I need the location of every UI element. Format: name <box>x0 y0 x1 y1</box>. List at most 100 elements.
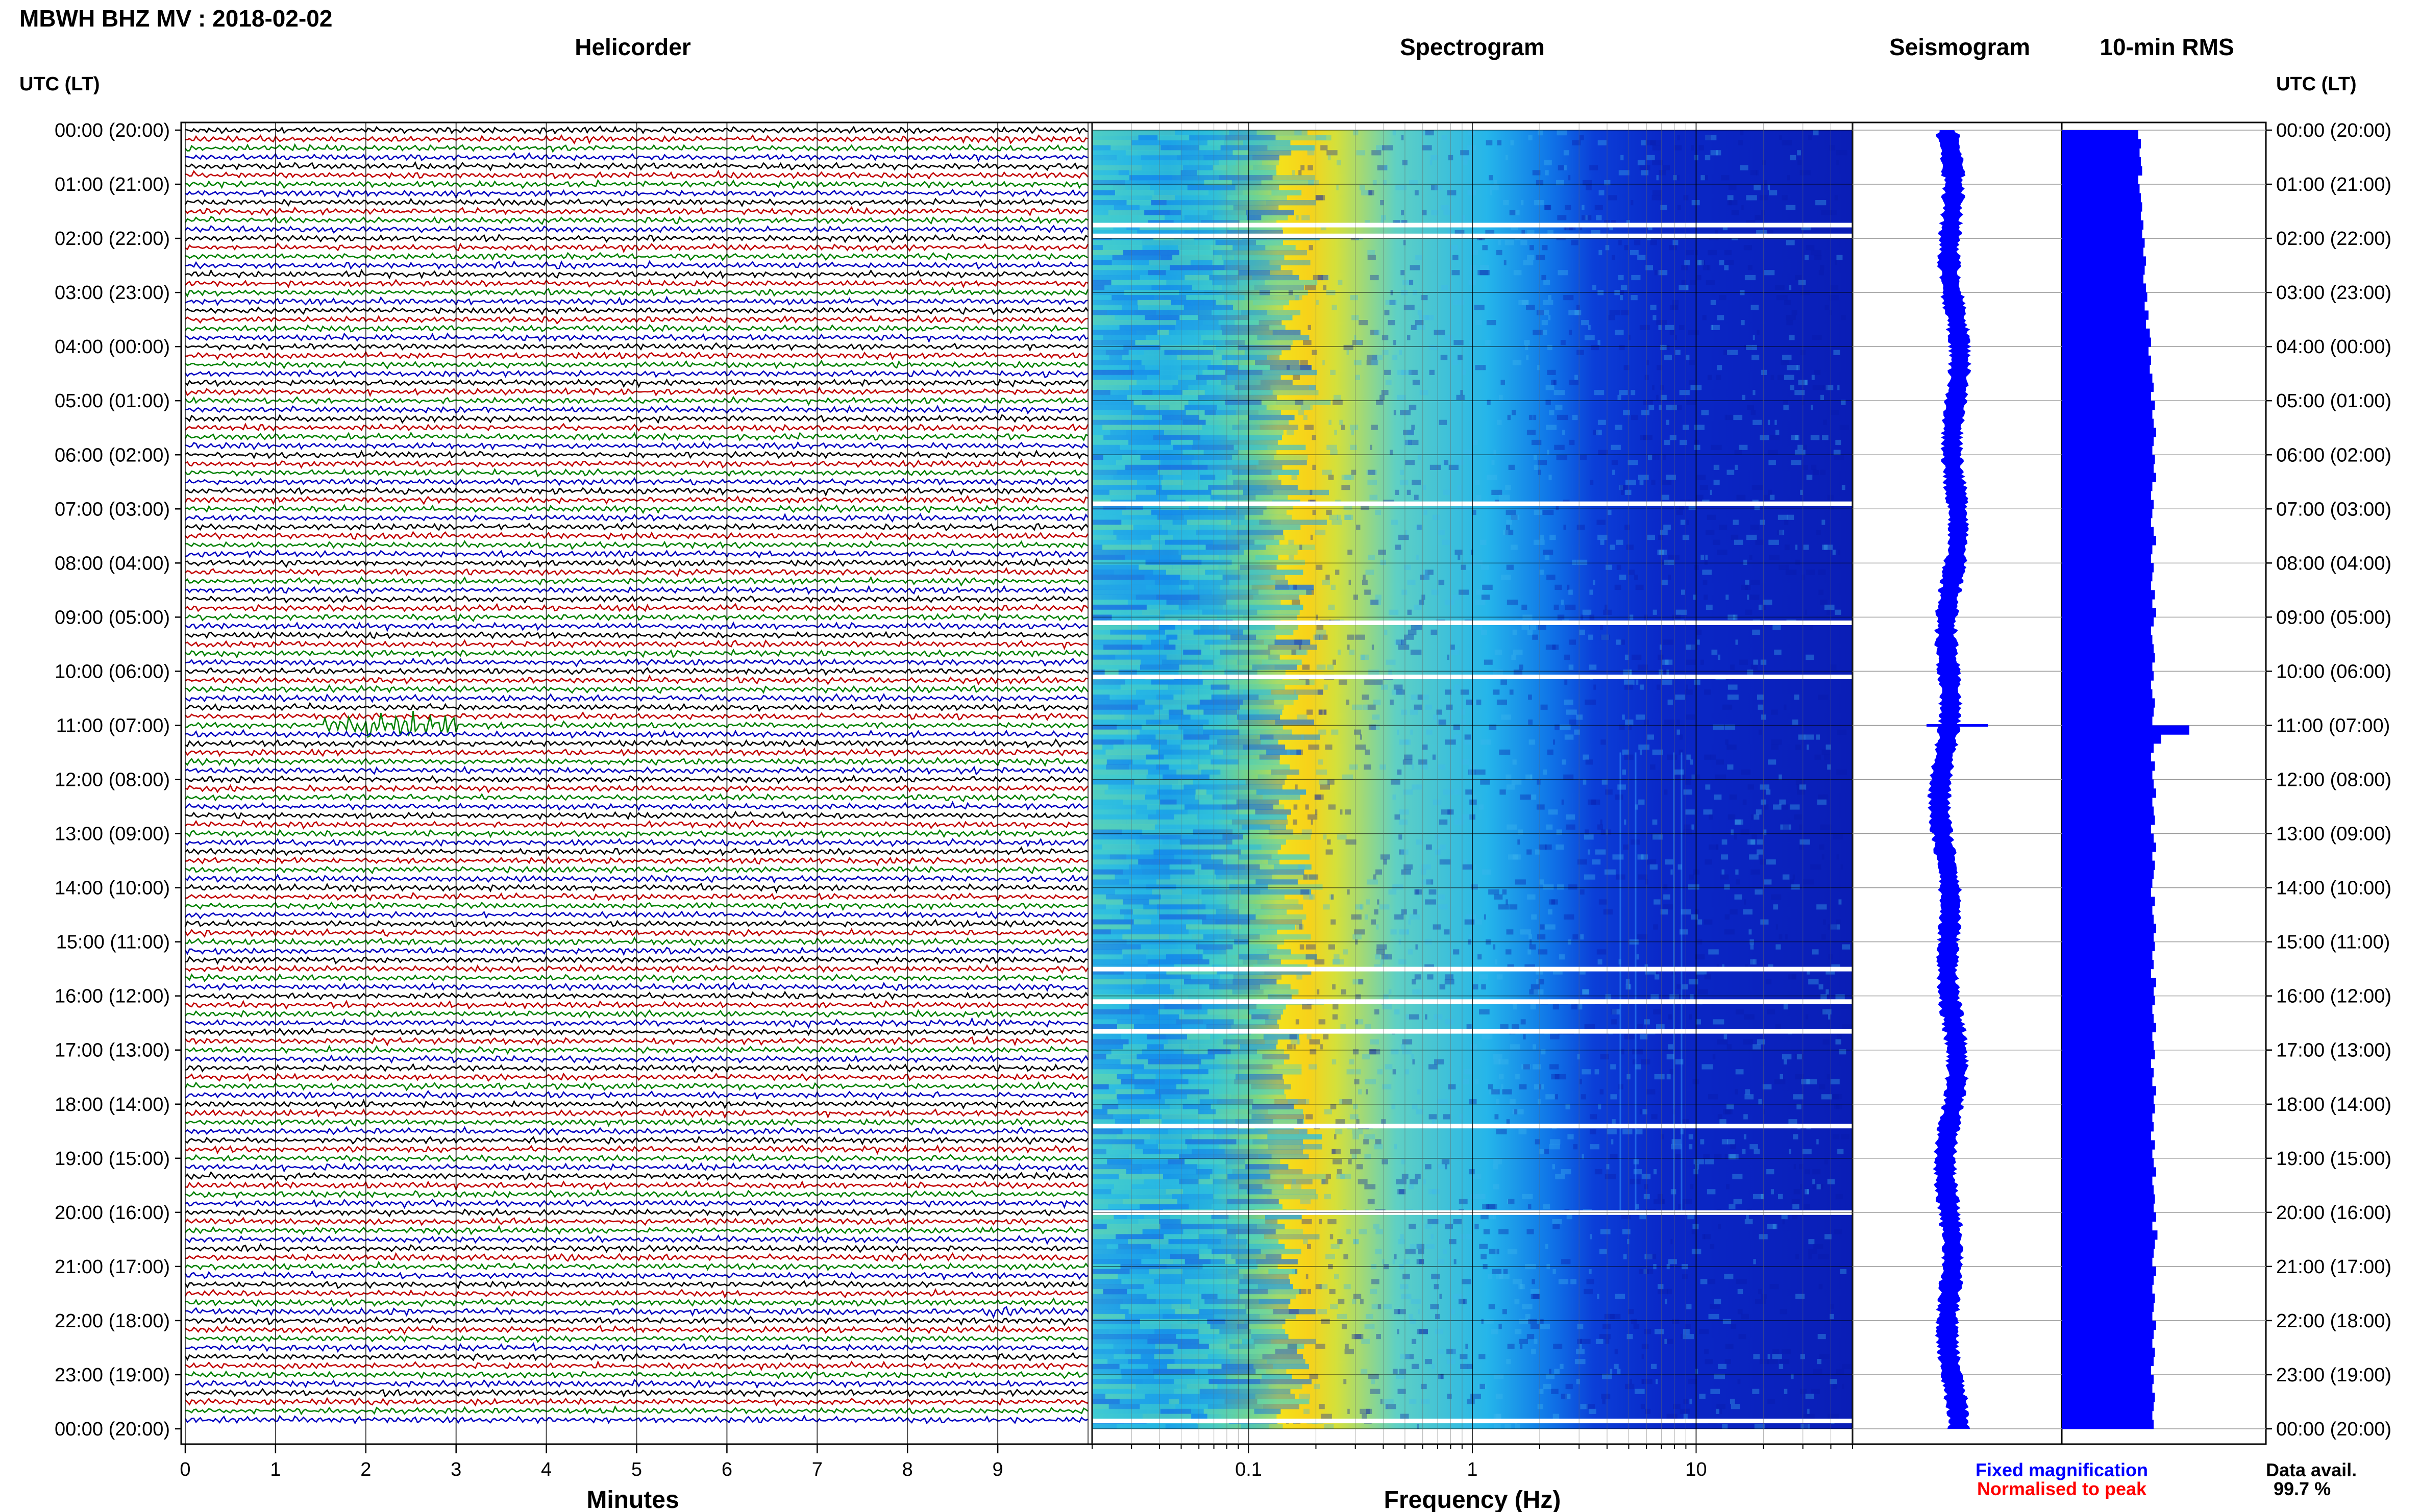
spectrogram-speckle <box>1772 1349 1780 1354</box>
spectrogram-speckle <box>1301 215 1310 220</box>
spectrogram-cell <box>1118 1274 1159 1279</box>
spectrogram-speckle <box>1344 514 1353 520</box>
spectrogram-cell <box>1220 145 1268 151</box>
spectrogram-speckle <box>1551 380 1556 385</box>
spectrogram-speckle <box>1673 1404 1681 1409</box>
spectrogram-speckle <box>1327 664 1334 670</box>
spectrogram-speckle <box>1782 1219 1785 1225</box>
spectrogram-speckle <box>1796 784 1799 790</box>
spectrogram-cell <box>1092 1254 1143 1259</box>
spectrogram-speckle <box>1301 734 1304 740</box>
spectrogram-speckle <box>1509 689 1514 695</box>
spectrogram-cell <box>1250 1149 1303 1155</box>
spectrogram-speckle <box>1742 1149 1746 1154</box>
spectrogram-cell <box>1175 130 1229 136</box>
spectrogram-speckle <box>1318 1019 1326 1025</box>
rms-bar <box>2062 364 2150 374</box>
spectrogram-speckle <box>1351 315 1359 320</box>
spectrogram-speckle <box>1600 739 1606 745</box>
spectrogram-speckle <box>1770 435 1780 440</box>
spectrogram-speckle <box>1441 1159 1450 1164</box>
spectrogram-speckle <box>1772 1224 1776 1229</box>
spectrogram-speckle <box>1619 485 1628 490</box>
spectrogram-speckle <box>1661 559 1668 565</box>
spectrogram-speckle <box>1524 340 1530 345</box>
spectrogram-speckle <box>1345 839 1356 845</box>
spectrogram-cell <box>1239 544 1266 550</box>
spectrogram-speckle <box>1498 1059 1509 1064</box>
spectrogram-speckle <box>1760 659 1767 665</box>
spectrogram-speckle <box>1661 580 1668 585</box>
spectrogram-cell <box>1189 580 1229 585</box>
spectrogram-cell <box>1144 1284 1182 1290</box>
spectrogram-cell <box>1174 1379 1209 1384</box>
spectrogram-cell <box>1249 180 1262 186</box>
spectrogram-cell <box>1143 1254 1170 1259</box>
spectrogram-speckle <box>1779 799 1786 805</box>
spectrogram-speckle <box>1644 1329 1651 1334</box>
spectrogram-cell <box>1265 1114 1304 1120</box>
spectrogram-cell <box>1125 555 1181 560</box>
right-axis-title: UTC (LT) <box>2276 73 2357 95</box>
spectrogram-cell <box>1092 949 1123 955</box>
spectrogram-speckle <box>1307 1288 1311 1295</box>
spectrogram-speckle <box>1700 175 1705 181</box>
spectrogram-cell <box>1239 1389 1291 1395</box>
spectrogram-cell <box>1109 489 1156 495</box>
spectrogram-speckle <box>1795 1254 1799 1259</box>
spectrogram-cell <box>1247 1239 1279 1245</box>
spectrogram-cell <box>1189 505 1208 510</box>
spectrogram-speckle <box>1338 1299 1345 1304</box>
spectrogram-speckle <box>1660 385 1664 390</box>
spectrogram-cell <box>1201 864 1245 870</box>
spectrogram-cell <box>1181 749 1211 755</box>
spectrogram-cell <box>1273 804 1285 810</box>
spectrogram-speckle <box>1666 1074 1671 1080</box>
spectrogram-speckle <box>1334 430 1337 435</box>
spectrogram-speckle <box>1686 285 1689 290</box>
spectrogram-speckle <box>1677 205 1681 210</box>
spectrogram-speckle <box>1663 904 1673 910</box>
rms-bar <box>2062 328 2150 338</box>
spectrogram-cell <box>1227 475 1278 480</box>
spectrogram-cell <box>1092 180 1125 186</box>
spectrogram-speckle <box>1560 724 1571 730</box>
spectrogram-cell <box>1092 270 1148 276</box>
spectrogram-speckle <box>1544 1149 1549 1154</box>
spectrogram-speckle <box>1652 609 1657 615</box>
spectrogram-speckle <box>1783 824 1789 830</box>
spectrogram-speckle <box>1493 180 1497 186</box>
spectrogram-speckle <box>1416 525 1422 530</box>
spectrogram-speckle <box>1611 444 1621 450</box>
spectrogram-speckle <box>1317 1309 1327 1315</box>
spectrogram-speckle <box>1645 265 1653 270</box>
spectrogram-speckle <box>1469 340 1475 345</box>
spectrogram-speckle <box>1704 754 1711 760</box>
spectrogram-speckle <box>1339 1099 1343 1105</box>
spectrogram-speckle <box>1668 1044 1673 1050</box>
spectrogram-cell <box>1247 1189 1272 1195</box>
spectrogram-speckle <box>1384 369 1391 375</box>
spectrogram-speckle <box>1363 1139 1369 1145</box>
spectrogram-cell <box>1194 869 1215 875</box>
spectrogram-speckle <box>1512 629 1517 635</box>
spectrogram-cell <box>1156 879 1208 885</box>
spectrogram-speckle <box>1758 729 1762 735</box>
rms-bar <box>2062 1041 2154 1051</box>
spectrogram-cell <box>1140 864 1170 870</box>
spectrogram-cell <box>1123 739 1167 745</box>
rms-bar <box>2062 247 2143 257</box>
spectrogram-speckle <box>1728 185 1737 190</box>
spectrogram-cell <box>1271 519 1327 525</box>
spectrogram-cell <box>1160 1408 1192 1415</box>
spectrogram-cell <box>1212 310 1242 315</box>
spectrogram-speckle <box>1309 385 1315 390</box>
spectrogram-cell <box>1263 794 1300 800</box>
spectrogram-speckle <box>1664 789 1668 795</box>
spectrogram-speckle <box>1406 489 1411 495</box>
rms-bar <box>2062 1239 2155 1249</box>
spectrogram-speckle <box>1700 659 1704 665</box>
spectrogram-speckle <box>1358 1089 1362 1095</box>
spectrogram-cell <box>1104 285 1152 290</box>
spectrogram-cell <box>1138 305 1184 310</box>
